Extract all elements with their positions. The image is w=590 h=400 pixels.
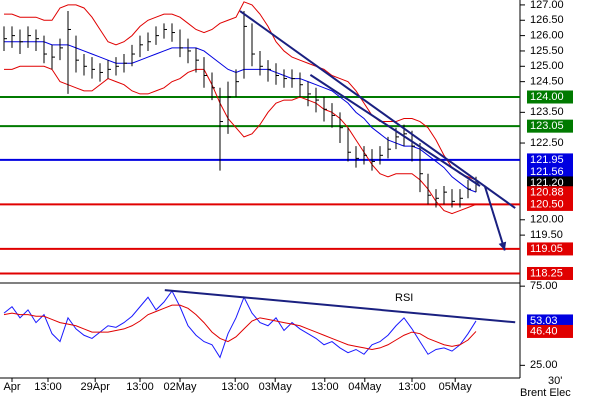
trend-line [309, 74, 481, 187]
level-box [527, 242, 573, 256]
x-tick-label: 13:00 [221, 381, 249, 393]
level-box [527, 90, 573, 104]
panel-title: RSI [395, 292, 413, 304]
value-marker [527, 324, 573, 338]
value-marker [527, 314, 573, 328]
x-tick-label: Apr [3, 381, 20, 393]
x-tick-label: 29Apr [81, 381, 111, 393]
band-line [4, 1, 477, 181]
arrow-head [498, 241, 507, 251]
band-line [4, 41, 477, 193]
y-tick-label: 127.00 [530, 0, 564, 11]
period-label: 30' [548, 375, 562, 387]
x-tick-label: 03May [259, 381, 293, 393]
y-tick-label: 126.50 [530, 14, 564, 26]
arrow-shaft [483, 185, 506, 251]
level-label: 118.25 [530, 267, 563, 279]
y-tick-label: 119.50 [530, 229, 563, 241]
rsi-line [3, 304, 477, 351]
level-label: 119.05 [530, 243, 563, 255]
y-tick-label: 122.50 [530, 137, 564, 149]
y-tick-label: 125.50 [530, 45, 564, 57]
value-marker-label: 120.88 [530, 187, 564, 199]
level-box [527, 119, 573, 133]
level-box [527, 266, 573, 280]
level-label: 124.00 [530, 91, 564, 103]
value-marker [527, 186, 573, 200]
band-line [4, 65, 477, 215]
x-tick-label: 02May [163, 381, 197, 393]
y-tick-label: 125.00 [530, 60, 564, 72]
x-tick-label: 13:00 [126, 381, 154, 393]
level-box [527, 197, 573, 211]
value-marker-label: 121.56 [530, 166, 564, 178]
y-tick-label: 25.00 [530, 359, 558, 371]
level-box [527, 153, 573, 167]
x-tick-label: 13:00 [311, 381, 339, 393]
y-tick-label: 124.50 [530, 76, 564, 88]
x-tick-label: 13:00 [34, 381, 62, 393]
value-marker-label: 46.40 [530, 325, 558, 337]
y-tick-label: 123.50 [530, 106, 564, 118]
instrument-label: Brent Elec [520, 387, 571, 399]
rsi-line [3, 289, 477, 359]
y-tick-label: 75.00 [530, 280, 558, 292]
y-tick-label: 120.00 [530, 214, 564, 226]
trend-line [239, 10, 516, 209]
value-marker [527, 165, 573, 179]
x-tick-label: 13:00 [398, 381, 426, 393]
value-marker-label: 53.03 [530, 315, 558, 327]
y-tick-label: 126.00 [530, 30, 564, 42]
level-label: 120.50 [530, 198, 564, 210]
x-tick-label: 04May [348, 381, 382, 393]
value-marker [527, 176, 573, 190]
level-label: 121.95 [530, 154, 564, 166]
level-label: 123.05 [530, 120, 564, 132]
x-tick-label: 05May [439, 381, 473, 393]
value-marker-label: 121.20 [530, 177, 564, 189]
trend-line [164, 289, 516, 324]
